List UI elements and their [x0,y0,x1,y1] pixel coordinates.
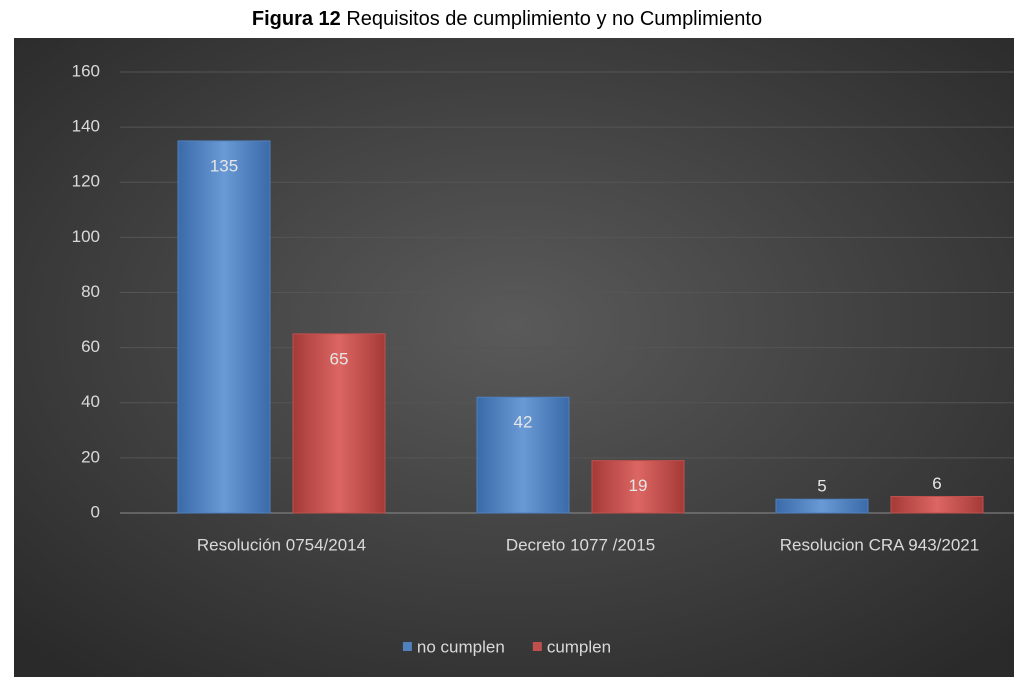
bar [890,495,984,514]
y-tick-label: 0 [91,502,100,521]
bar [476,396,570,514]
bar [591,460,685,514]
x-tick-label: Resolucion CRA 943/2021 [780,535,979,554]
y-tick-label: 120 [72,172,100,191]
chart-background [14,38,1014,677]
data-label: 42 [514,413,533,432]
y-tick-label: 160 [72,61,100,80]
y-tick-label: 140 [72,117,100,136]
y-tick-label: 20 [81,447,100,466]
y-tick-label: 40 [81,392,100,411]
data-label: 135 [210,156,238,175]
x-tick-label: Decreto 1077 /2015 [506,535,655,554]
figure-label: Figura 12 [252,8,341,30]
data-label: 6 [932,474,941,493]
data-label: 19 [629,476,648,495]
legend-marker [532,642,542,651]
legend-label: no cumplen [417,637,505,656]
legend-label: cumplen [547,637,611,656]
bar [775,498,869,514]
y-tick-label: 100 [72,227,100,246]
y-tick-label: 60 [81,337,100,356]
x-tick-label: Resolución 0754/2014 [197,535,366,554]
chart-title-group: Figura 12 Requisitos de cumplimiento y n… [252,8,762,30]
y-tick-label: 80 [81,282,100,301]
bar [292,333,386,514]
chart-title: Requisitos de cumplimiento y no Cumplimi… [346,8,762,30]
data-label: 65 [330,349,349,368]
bar [177,140,271,514]
data-label: 5 [817,477,826,496]
legend-marker [402,642,412,651]
